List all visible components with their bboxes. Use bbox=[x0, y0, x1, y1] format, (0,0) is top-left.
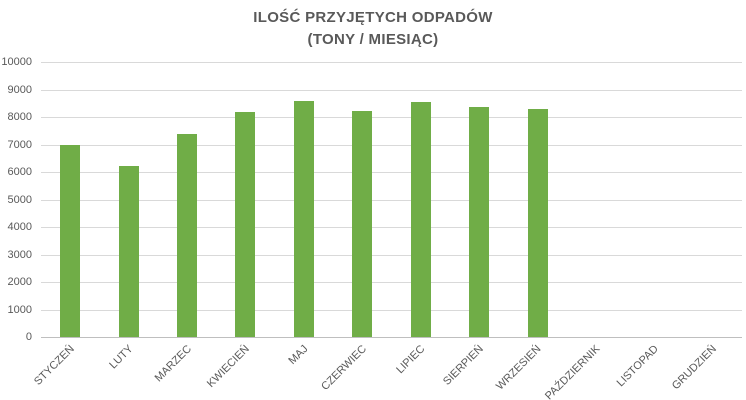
x-axis-category-label: LIPIEC bbox=[394, 343, 428, 377]
x-axis-category-label: MAJ bbox=[286, 343, 311, 368]
bar-styczeń bbox=[60, 144, 81, 337]
gridline bbox=[41, 62, 742, 63]
x-axis-category-label: GRUDZIEŃ bbox=[670, 343, 720, 393]
x-axis-category-label: KWIECIEŃ bbox=[204, 343, 252, 390]
bar-kwiecień bbox=[235, 111, 256, 337]
y-axis-tick-label: 2000 bbox=[7, 276, 32, 288]
x-axis-category-label: SIERPIEŃ bbox=[440, 343, 486, 388]
gridline bbox=[41, 144, 742, 146]
x-axis-category-label: LUTY bbox=[106, 343, 136, 372]
y-axis-tick-label: 7000 bbox=[7, 138, 32, 151]
bar-luty bbox=[118, 165, 139, 337]
chart-title: ILOŚĆ PRZYJĘTYCH ODPADÓW (TONY / MIESIĄC… bbox=[0, 7, 746, 51]
y-axis-tick-label: 4000 bbox=[7, 221, 32, 233]
x-axis-category-label: PAŹDZIERNIK bbox=[543, 343, 603, 400]
bar-lipiec bbox=[410, 102, 431, 337]
bar-marzec bbox=[177, 134, 198, 337]
bar-sierpień bbox=[469, 107, 490, 337]
x-axis-category-label: CZERWIEC bbox=[318, 343, 369, 393]
gridline bbox=[41, 172, 742, 173]
gridline bbox=[41, 309, 742, 311]
y-axis-tick-label: 5000 bbox=[7, 193, 32, 206]
bar-wrzesień bbox=[527, 109, 548, 337]
x-axis-line bbox=[41, 337, 742, 338]
plot-area bbox=[41, 62, 742, 338]
x-axis-category-label: STYCZEŃ bbox=[31, 343, 77, 388]
gridline bbox=[41, 254, 742, 256]
y-axis-tick-label: 3000 bbox=[7, 248, 32, 261]
gridline bbox=[41, 117, 742, 118]
gridline bbox=[41, 282, 742, 283]
x-axis-category-label: MARZEC bbox=[152, 343, 194, 385]
y-axis-tick-label: 10000 bbox=[1, 56, 32, 68]
gridline bbox=[41, 89, 742, 91]
x-axis-category-label: LISTOPAD bbox=[614, 343, 661, 390]
chart-title-line1: ILOŚĆ PRZYJĘTYCH ODPADÓW bbox=[253, 9, 493, 26]
y-axis-tick-label: 8000 bbox=[7, 111, 32, 123]
y-axis-tick-label: 6000 bbox=[7, 166, 32, 178]
y-axis-tick-label: 0 bbox=[25, 331, 32, 343]
bar-czerwiec bbox=[352, 110, 373, 337]
x-axis-category-label: WRZESIEŃ bbox=[494, 343, 545, 393]
chart-title-line2: (TONY / MIESIĄC) bbox=[307, 31, 439, 48]
bar-maj bbox=[293, 100, 314, 337]
gridline bbox=[41, 227, 742, 228]
y-axis-tick-label: 1000 bbox=[7, 303, 32, 316]
y-axis-tick-label: 9000 bbox=[7, 83, 32, 96]
gridline bbox=[41, 199, 742, 201]
